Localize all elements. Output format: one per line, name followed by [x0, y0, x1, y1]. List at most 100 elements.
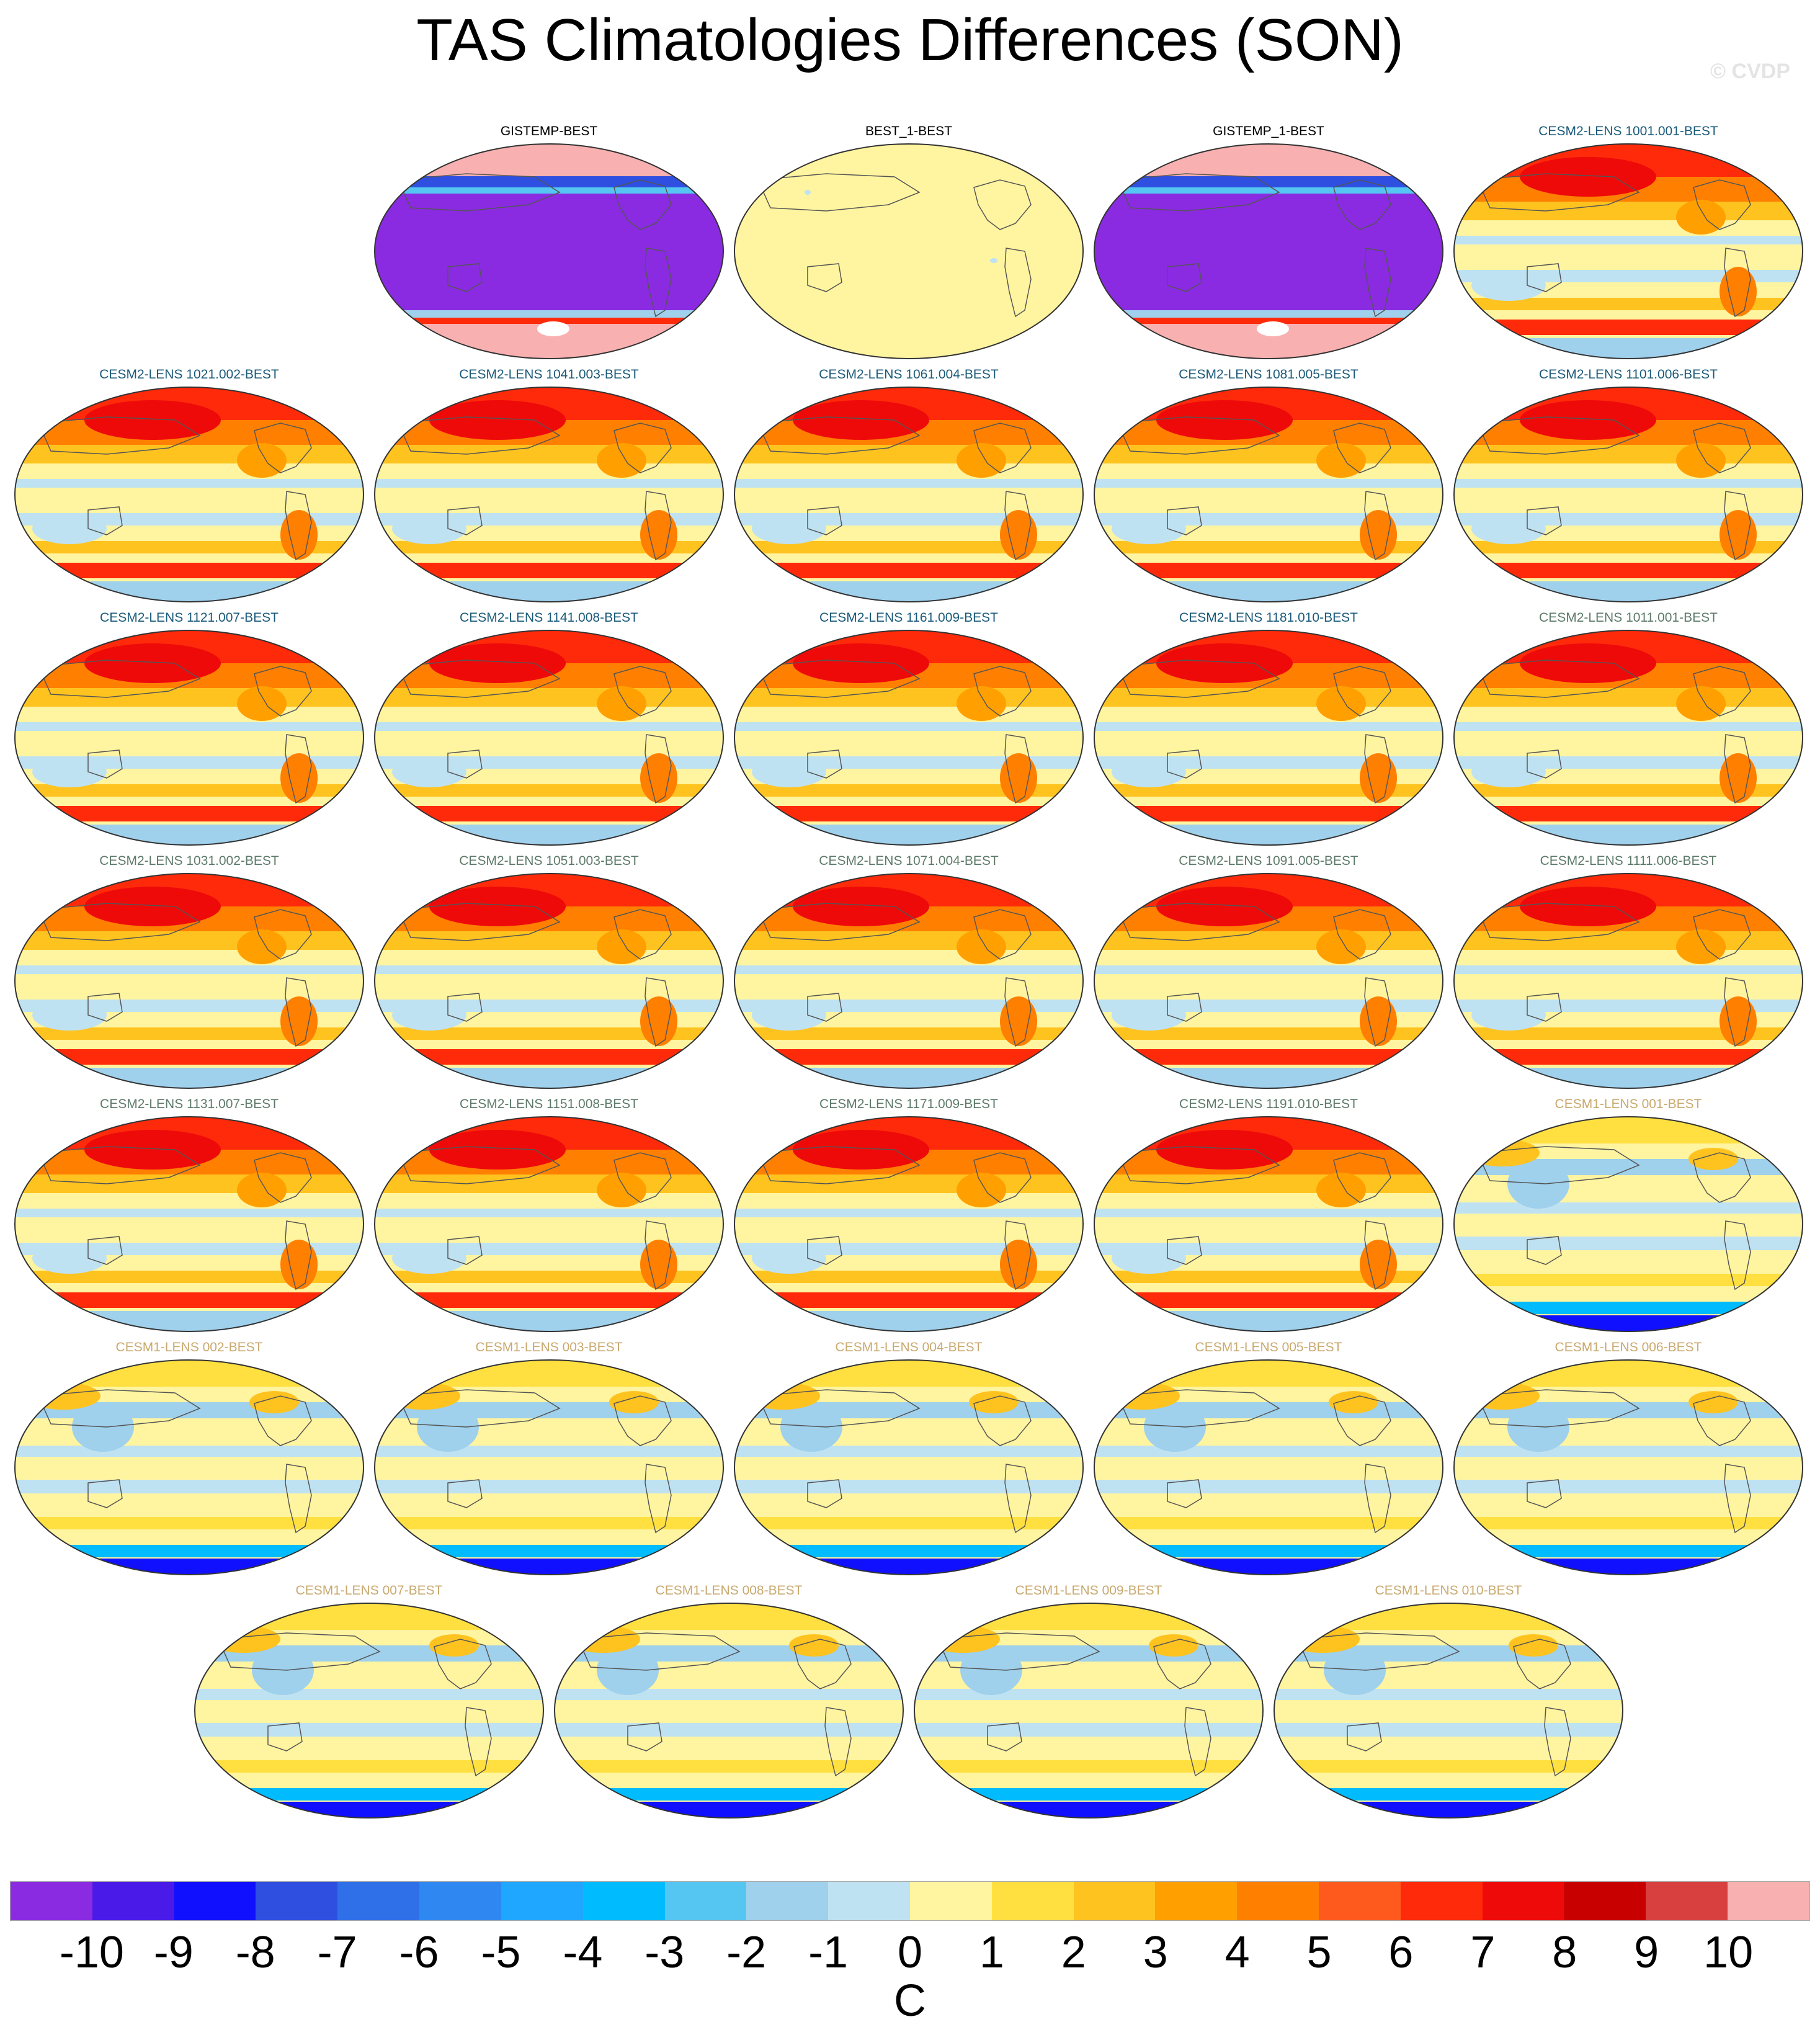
- colorbar-tick-label: 9: [1634, 1928, 1659, 1977]
- coastline-3: [1476, 660, 1640, 698]
- field-southern-ocean: [1454, 1274, 1803, 1286]
- field-namerica-warm: [789, 1634, 839, 1657]
- colorbar-tick-label: -4: [563, 1928, 603, 1977]
- map-outline: [374, 1116, 724, 1332]
- coastline-0: [434, 1639, 492, 1689]
- field-antarctic-cool: [375, 1545, 723, 1557]
- coastline-0: [973, 179, 1032, 230]
- coastline-3: [37, 1146, 201, 1184]
- coastline-0: [254, 1395, 312, 1446]
- field-tropical-stripe: [375, 722, 723, 731]
- colorbar-tick-label: -8: [235, 1928, 275, 1977]
- field-antarctic-cold: [555, 1802, 903, 1818]
- field-southern-ocean: [195, 1760, 543, 1773]
- map-panel: CESM2-LENS 1091.005-BEST: [1093, 854, 1444, 1091]
- field-southern-ocean: [734, 1271, 1083, 1283]
- coastline-3: [1117, 903, 1280, 941]
- map-panel: CESM2-LENS 1031.002-BEST: [14, 854, 365, 1091]
- map-panel: CESM2-LENS 1051.003-BEST: [373, 854, 725, 1091]
- coastline-2: [447, 749, 483, 779]
- coastline-1: [1004, 1220, 1032, 1291]
- colorbar-tick-label: 0: [897, 1928, 923, 1977]
- field-southern-ocean: [15, 1517, 364, 1529]
- map-outline: [734, 1116, 1084, 1332]
- map-panel: BEST_1-BEST: [733, 124, 1084, 361]
- field-southern-ocean: [1454, 541, 1803, 553]
- colorbar-tick-label: 7: [1470, 1928, 1496, 1977]
- map-outline: [734, 873, 1084, 1089]
- field-antarctic-cold: [15, 1068, 364, 1088]
- map-outline: [1453, 630, 1803, 846]
- field-siberia-max: [1520, 157, 1656, 197]
- colorbar-tick-label: -6: [399, 1928, 439, 1977]
- map-panel-title: CESM2-LENS 1121.007-BEST: [100, 611, 279, 625]
- map-panel-title: CESM2-LENS 1181.010-BEST: [1179, 611, 1358, 625]
- field-asia-cool: [597, 1645, 659, 1695]
- field-eurasia-warm: [566, 1626, 640, 1653]
- field-antarctic-cool: [555, 1788, 903, 1801]
- coastline-1: [1004, 491, 1032, 561]
- field-tropical-stripe: [1274, 1689, 1623, 1700]
- field-tropical-stripe: [1454, 722, 1803, 731]
- coastline-1: [1004, 977, 1032, 1047]
- map-panel: CESM2-LENS 1101.006-BEST: [1453, 367, 1804, 604]
- coastline-3: [757, 903, 921, 941]
- map-panel-title: CESM1-LENS 001-BEST: [1555, 1097, 1702, 1111]
- map-plot: [374, 630, 724, 846]
- field-southern-stripe: [1454, 1480, 1803, 1493]
- coastline-3: [37, 660, 201, 698]
- field-north-subtrop: [375, 1174, 723, 1193]
- coastline-2: [807, 749, 842, 779]
- field-cold-patch: [1112, 1000, 1186, 1031]
- coastline-3: [1117, 416, 1280, 455]
- field-southern-stripe: [1274, 1723, 1623, 1737]
- field-north-subtrop: [15, 1174, 364, 1193]
- field-north-subtrop: [734, 445, 1083, 463]
- field-cold-patch: [392, 1000, 466, 1031]
- field-antarctic-cool: [1094, 1545, 1443, 1557]
- map-panel-title: CESM2-LENS 1031.002-BEST: [99, 854, 279, 868]
- field-asia-cool: [1144, 1402, 1206, 1452]
- coastline-0: [973, 1152, 1032, 1203]
- coastline-3: [37, 416, 201, 455]
- map-panel-title: CESM2-LENS 1081.005-BEST: [1179, 367, 1358, 382]
- colorbar-tick-label: 1: [979, 1928, 1004, 1977]
- field-tropical-stripe: [734, 479, 1083, 488]
- coastline-3: [217, 1632, 381, 1671]
- coastline-3: [37, 1389, 201, 1428]
- coastline-0: [1153, 1639, 1211, 1689]
- colorbar-swatch: [1564, 1882, 1646, 1920]
- coastline-2: [87, 1236, 123, 1265]
- map-panel: CESM2-LENS 1151.008-BEST: [373, 1097, 725, 1334]
- field-samerica-warm: [1000, 753, 1037, 803]
- coastline-3: [1117, 660, 1280, 698]
- coastline-1: [285, 977, 312, 1047]
- map-plot: [14, 873, 364, 1089]
- map-panel: CESM1-LENS 005-BEST: [1093, 1340, 1444, 1577]
- coastline-2: [1527, 993, 1562, 1022]
- coastline-1: [1004, 1464, 1032, 1534]
- map-panel-title: CESM2-LENS 1061.004-BEST: [819, 367, 999, 382]
- coastline-0: [613, 666, 672, 717]
- map-outline: [1094, 387, 1443, 602]
- coastline-2: [807, 1479, 842, 1508]
- colorbar-swatch: [419, 1882, 501, 1920]
- field-antarctic-edge: [1094, 310, 1443, 318]
- field-tropical-stripe: [1454, 479, 1803, 488]
- coastline-0: [793, 1639, 852, 1689]
- map-panel-title: CESM1-LENS 009-BEST: [1015, 1583, 1162, 1598]
- coastline-2: [987, 1722, 1022, 1751]
- map-field: [15, 387, 364, 602]
- field-north-subtrop: [375, 688, 723, 707]
- coastline-1: [1364, 1464, 1391, 1534]
- colorbar-tick-label: -5: [481, 1928, 521, 1977]
- map-plot: [1453, 143, 1803, 359]
- field-north-subtrop: [375, 931, 723, 950]
- field-arctic-band: [1094, 1360, 1443, 1387]
- coastline-2: [1167, 1236, 1202, 1265]
- field-samerica-warm: [1360, 996, 1397, 1046]
- colorbar-swatch: [1073, 1882, 1156, 1920]
- map-field: [1094, 144, 1443, 359]
- field-cold-patch: [1471, 756, 1546, 787]
- map-panel: CESM2-LENS 1001.001-BEST: [1453, 124, 1804, 361]
